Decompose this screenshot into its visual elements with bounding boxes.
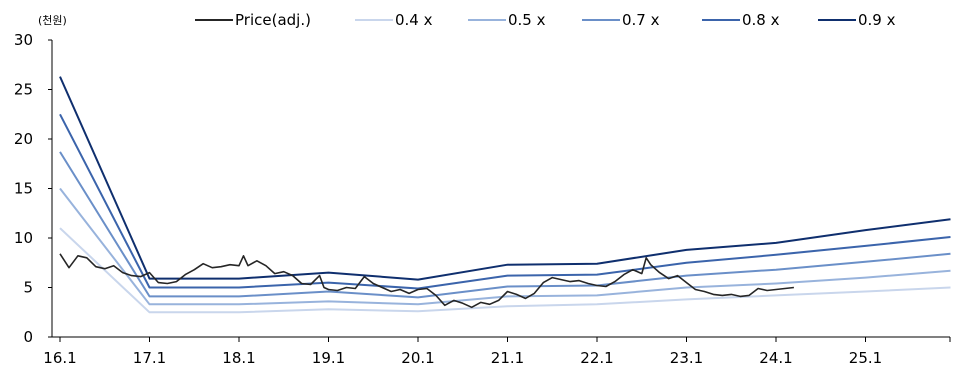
legend-label: 0.8 x bbox=[742, 11, 780, 29]
y-tick-label: 0 bbox=[23, 328, 33, 346]
series-line-4 bbox=[59, 113, 951, 290]
x-tick-label: 19.1 bbox=[312, 349, 345, 367]
x-tick-label: 17.1 bbox=[133, 349, 166, 367]
y-tick-label: 5 bbox=[23, 279, 33, 297]
series-line-2 bbox=[59, 187, 951, 306]
y-tick-label: 10 bbox=[14, 229, 33, 247]
x-tick-label: 25.1 bbox=[849, 349, 882, 367]
series-line-5 bbox=[59, 76, 951, 281]
x-tick-label: 22.1 bbox=[580, 349, 613, 367]
series-line-3 bbox=[59, 151, 951, 299]
legend-label: Price(adj.) bbox=[235, 11, 311, 29]
x-tick-label: 24.1 bbox=[759, 349, 792, 367]
x-axis: 16.1 17.1 18.1 19.1 20.1 21.1 22.1 23.1 24.1 25.1 bbox=[43, 336, 951, 367]
y-tick-label: 20 bbox=[14, 130, 33, 148]
legend: Price(adj.) 0.4 x 0.5 x 0.7 x 0.8 x 0.9 x bbox=[195, 11, 896, 29]
legend-label: 0.7 x bbox=[622, 11, 660, 29]
y-axis: 0 5 10 15 20 25 30 bbox=[14, 31, 53, 346]
x-tick-label: 21.1 bbox=[491, 349, 524, 367]
y-tick-label: 30 bbox=[14, 31, 33, 49]
x-tick-label: 16.1 bbox=[43, 349, 76, 367]
series-line-1 bbox=[59, 227, 951, 314]
x-tick-label: 23.1 bbox=[670, 349, 703, 367]
x-tick-label: 20.1 bbox=[401, 349, 434, 367]
legend-label: 0.4 x bbox=[395, 11, 433, 29]
y-tick-label: 15 bbox=[14, 180, 33, 198]
series-lines bbox=[59, 76, 951, 314]
legend-label: 0.9 x bbox=[858, 11, 896, 29]
x-tick-label: 18.1 bbox=[222, 349, 255, 367]
y-unit-label: (천원) bbox=[38, 13, 67, 27]
series-line-0 bbox=[59, 253, 794, 309]
y-tick-label: 25 bbox=[14, 81, 33, 99]
legend-label: 0.5 x bbox=[508, 11, 546, 29]
